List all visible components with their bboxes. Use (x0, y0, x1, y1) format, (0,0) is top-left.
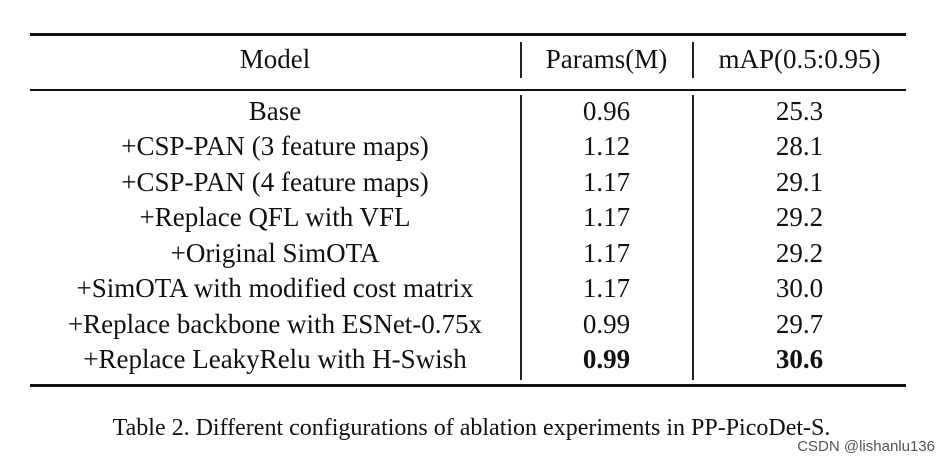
row-model: +Original SimOTA (170, 238, 380, 268)
watermark: CSDN @lishanlu136 (797, 438, 935, 455)
row-model: +CSP-PAN (4 feature maps) (121, 167, 429, 197)
row-model: +CSP-PAN (3 feature maps) (121, 131, 429, 161)
column-divider (692, 95, 694, 380)
row-params: 1.17 (582, 238, 631, 268)
column-divider (520, 95, 522, 380)
row-params: 0.99 (582, 344, 631, 374)
row-params: 1.17 (582, 167, 631, 197)
row-params: 1.17 (582, 273, 631, 303)
row-params: 0.96 (582, 96, 631, 126)
row-map: 29.2 (775, 202, 824, 232)
row-map: 25.3 (775, 96, 824, 126)
header-model: Model (239, 44, 311, 74)
header-params: Params(M) (545, 44, 668, 74)
row-model: +SimOTA with modified cost matrix (76, 273, 474, 303)
row-map: 28.1 (775, 131, 824, 161)
row-params: 1.17 (582, 202, 631, 232)
row-model: +Replace LeakyRelu with H-Swish (83, 344, 467, 374)
row-map: 30.6 (775, 344, 824, 374)
table-bottom-rule (30, 384, 906, 387)
row-model: +Replace backbone with ESNet-0.75x (67, 309, 483, 339)
table-caption: Table 2. Different configurations of abl… (112, 415, 831, 441)
table-header-rule (30, 89, 906, 91)
row-map: 29.7 (775, 309, 824, 339)
row-map: 29.1 (775, 167, 824, 197)
row-model: Base (248, 96, 302, 126)
row-params: 0.99 (582, 309, 631, 339)
row-model: +Replace QFL with VFL (139, 202, 411, 232)
row-map: 29.2 (775, 238, 824, 268)
row-params: 1.12 (582, 131, 631, 161)
header-divider (520, 42, 522, 78)
table-top-rule (30, 33, 906, 36)
header-map: mAP(0.5:0.95) (718, 44, 881, 74)
row-map: 30.0 (775, 273, 824, 303)
header-divider (692, 42, 694, 78)
